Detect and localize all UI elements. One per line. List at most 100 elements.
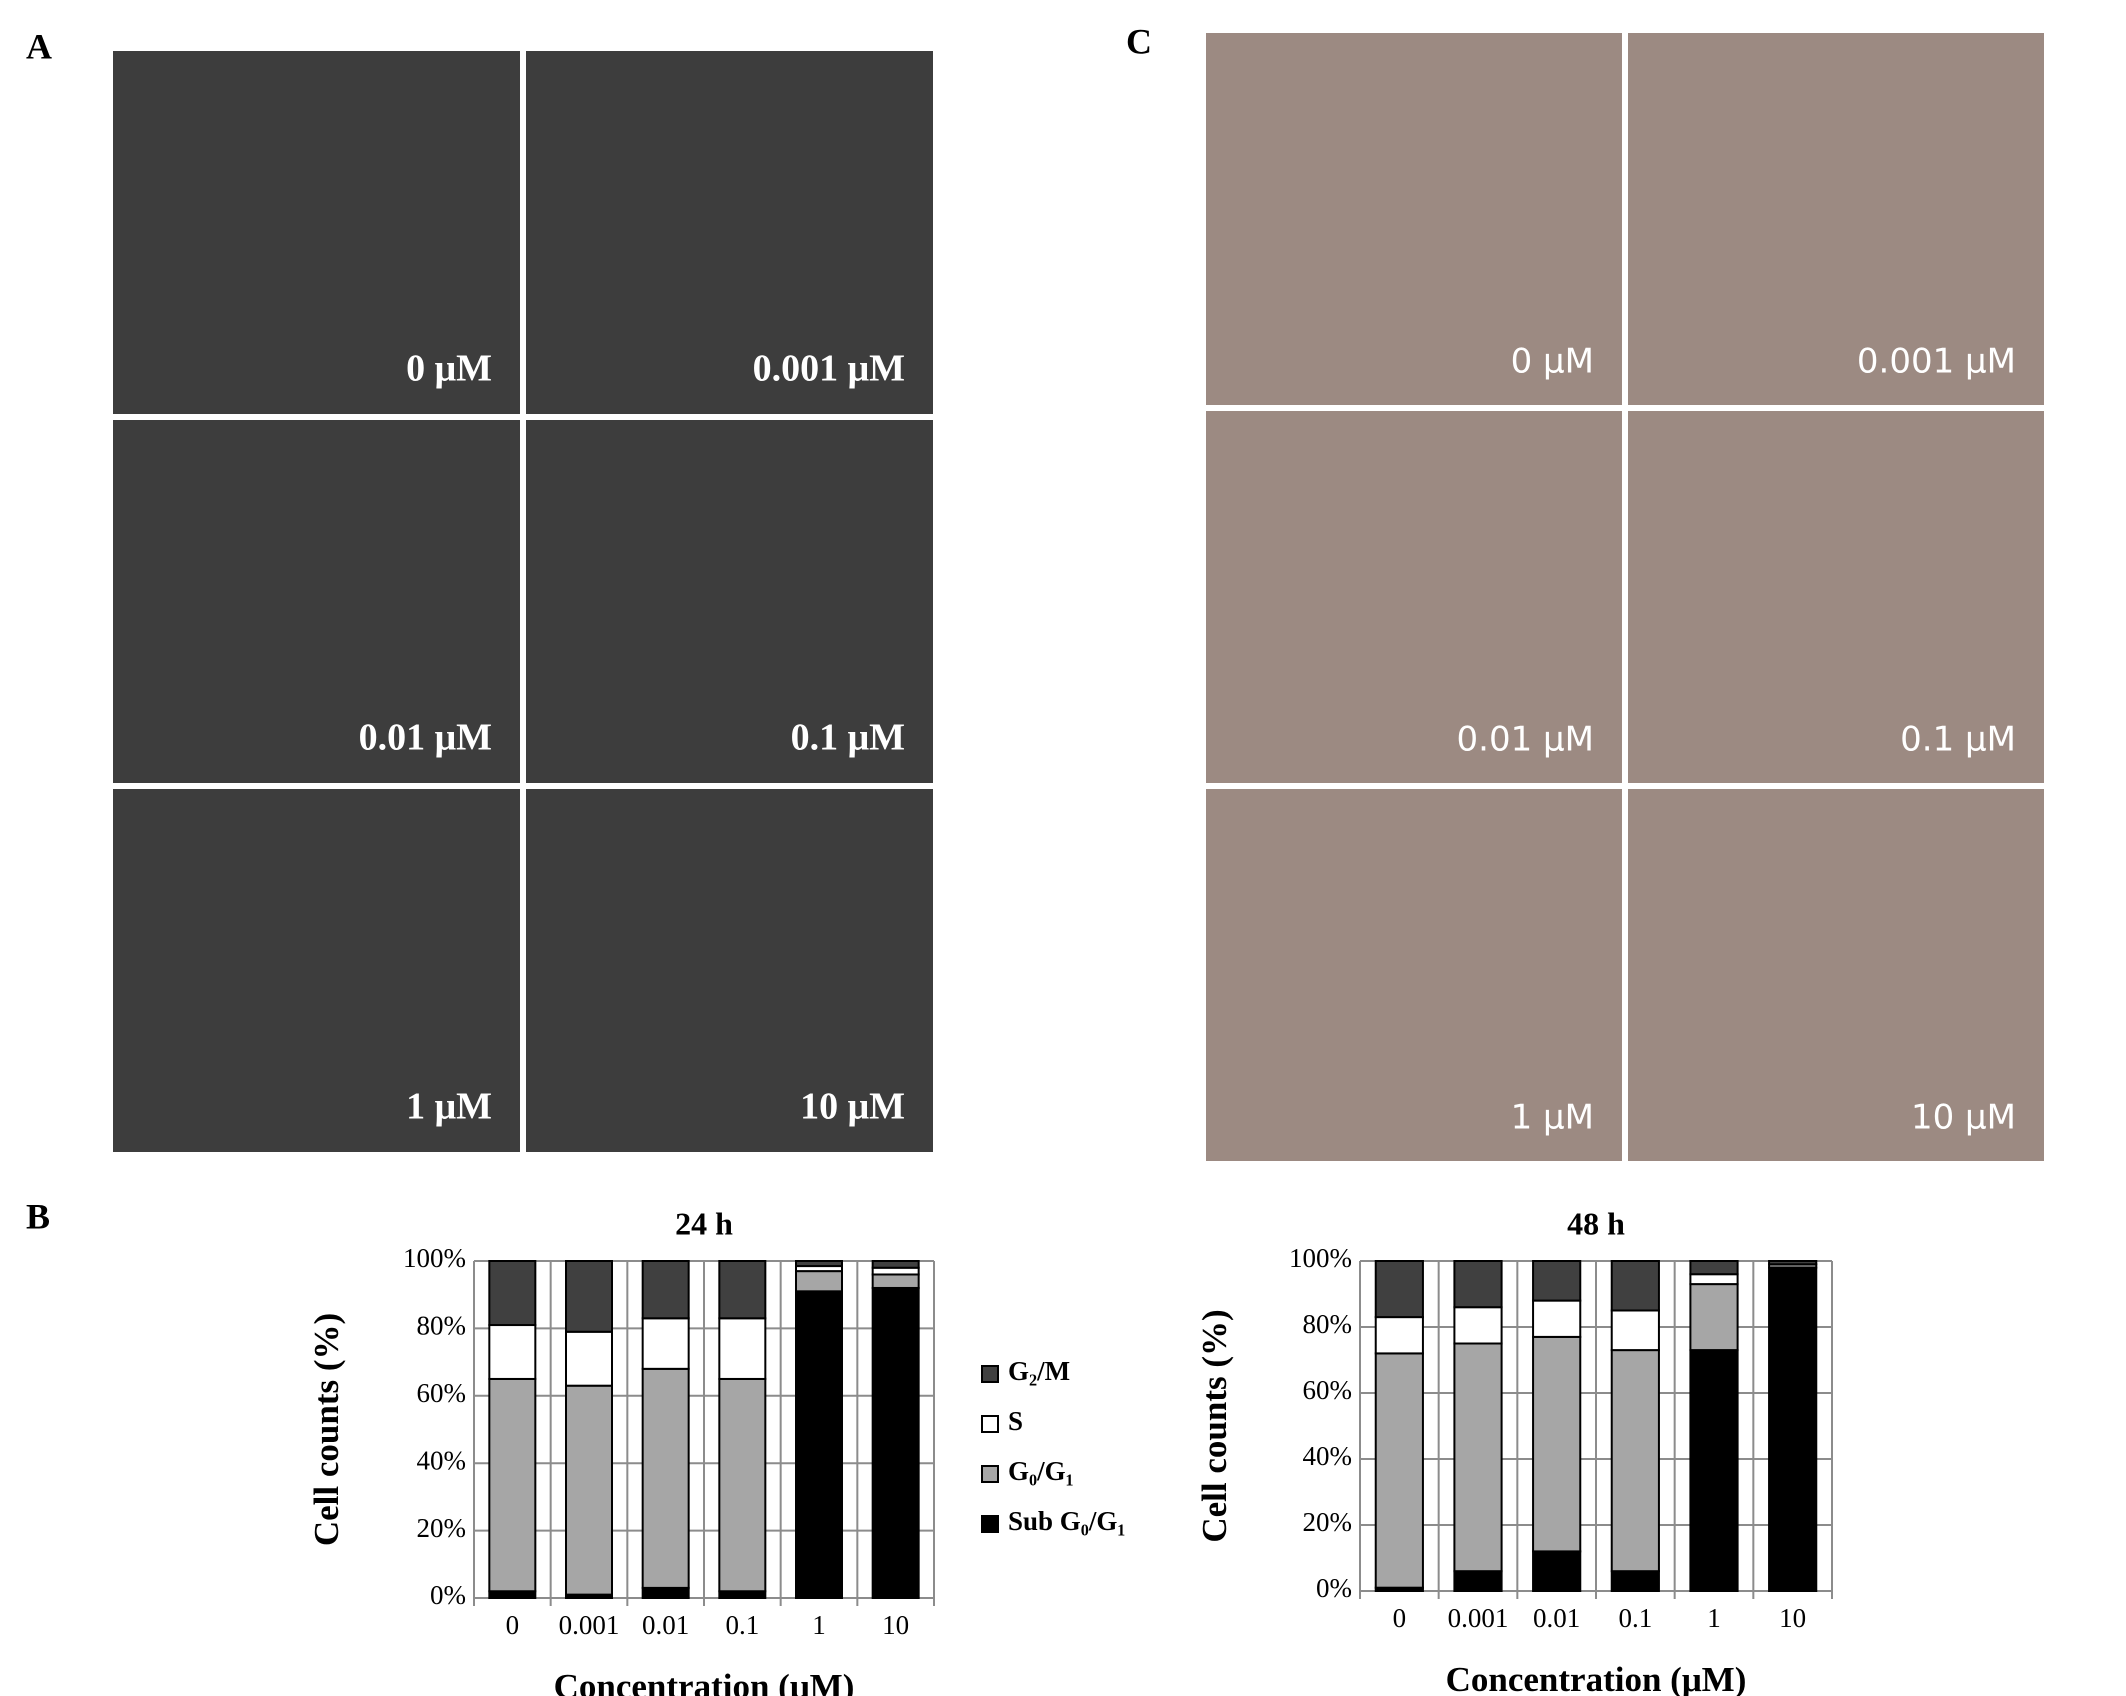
- bar-segment: [718, 1260, 767, 1320]
- bar-segment: [565, 1260, 613, 1333]
- x-tick-label: 0.1: [1618, 1603, 1652, 1633]
- bar-segment: [1453, 1570, 1503, 1592]
- micrograph: [113, 51, 520, 414]
- legend-label: G₀/G₁: [1008, 1456, 1074, 1486]
- x-tick-label: 1: [812, 1610, 826, 1640]
- bar-segment: [871, 1266, 920, 1276]
- bar-segment: [1374, 1260, 1424, 1319]
- micrograph-label: 0.01 μM: [1457, 720, 1594, 760]
- micrograph: [1628, 33, 2044, 405]
- bar-segment: [1610, 1570, 1660, 1592]
- bar-segment: [1532, 1260, 1582, 1302]
- x-tick-label: 0.1: [725, 1610, 759, 1640]
- bar-segment: [1689, 1260, 1739, 1276]
- panel-letter: A: [26, 26, 52, 66]
- bar-segment: [1532, 1299, 1582, 1338]
- micrograph: [1628, 789, 2044, 1161]
- y-tick-label: 0%: [1316, 1573, 1352, 1603]
- legend-swatch: [981, 1415, 999, 1433]
- micrograph: [1206, 411, 1622, 783]
- bar-segment: [488, 1324, 537, 1380]
- x-tick-label: 0.001: [1448, 1603, 1509, 1633]
- bar-segment: [1453, 1306, 1503, 1345]
- bar-segment: [718, 1377, 767, 1593]
- y-tick-label: 20%: [417, 1513, 467, 1543]
- bar-segment: [1689, 1283, 1739, 1352]
- bar-segment: [795, 1260, 843, 1268]
- micrograph-label: 1 μM: [1511, 1098, 1594, 1138]
- bar-segment: [641, 1586, 690, 1600]
- bar-segment: [871, 1260, 920, 1269]
- bar-segment: [795, 1290, 843, 1599]
- y-tick-label: 20%: [1303, 1507, 1353, 1537]
- bar-segment: [718, 1317, 767, 1380]
- micrograph: [1206, 33, 1622, 405]
- x-tick-label: 10: [882, 1610, 909, 1640]
- micrograph: [113, 789, 520, 1152]
- micrograph: [1628, 411, 2044, 783]
- micrograph-label: 0 μM: [1511, 342, 1594, 382]
- bar-segment: [565, 1330, 613, 1387]
- micrograph: [526, 789, 933, 1152]
- x-tick-label: 0: [506, 1610, 520, 1640]
- y-tick-label: 60%: [1303, 1375, 1353, 1405]
- x-tick-label: 10: [1779, 1603, 1806, 1633]
- y-tick-label: 80%: [1303, 1309, 1353, 1339]
- micrograph-label: 10 μM: [1911, 1098, 2016, 1138]
- x-tick-label: 0: [1393, 1603, 1407, 1633]
- x-axis-title: Concentration (μM): [1446, 1660, 1747, 1696]
- chart-title: 48 h: [1567, 1205, 1625, 1241]
- bar-segment: [1689, 1273, 1739, 1286]
- bar-segment: [488, 1590, 537, 1600]
- bar-segment: [1532, 1335, 1582, 1553]
- bar-segment: [871, 1286, 920, 1599]
- y-tick-label: 40%: [417, 1445, 467, 1475]
- x-tick-label: 0.001: [559, 1610, 620, 1640]
- bar-segment: [1453, 1260, 1503, 1309]
- panel-letter: C: [1126, 21, 1152, 61]
- y-axis-title: Cell counts (%): [307, 1313, 346, 1546]
- bar-segment: [1374, 1316, 1424, 1355]
- legend-label: S: [1008, 1406, 1023, 1436]
- legend-label: Sub G₀/G₁: [1008, 1506, 1126, 1536]
- bar-segment: [1610, 1309, 1660, 1352]
- bar-segment: [795, 1270, 843, 1293]
- bar-segment: [565, 1384, 613, 1596]
- x-axis-title: Concentration (μM): [554, 1667, 855, 1696]
- bar-segment: [1610, 1260, 1660, 1312]
- micrograph-label: 0.1 μM: [1900, 720, 2016, 760]
- y-tick-label: 100%: [403, 1243, 466, 1273]
- bar-segment: [1768, 1266, 1818, 1592]
- legend-swatch: [981, 1515, 999, 1533]
- bar-segment: [1374, 1352, 1424, 1589]
- micrograph: [1206, 789, 1622, 1161]
- bar-segment: [488, 1260, 537, 1327]
- bar-segment: [1453, 1342, 1503, 1573]
- x-tick-label: 1: [1707, 1603, 1721, 1633]
- micrograph-label: 0.001 μM: [753, 348, 905, 390]
- legend-swatch: [981, 1465, 999, 1483]
- micrograph-label: 10 μM: [800, 1086, 905, 1128]
- y-axis-title: Cell counts (%): [1195, 1309, 1234, 1542]
- x-tick-label: 0.01: [642, 1610, 689, 1640]
- legend-swatch: [981, 1365, 999, 1383]
- bar-segment: [641, 1260, 690, 1320]
- micrograph-label: 0 μM: [406, 348, 492, 390]
- panel-letter: B: [26, 1196, 50, 1236]
- micrograph-label: 0.01 μM: [359, 717, 492, 759]
- bar-segment: [871, 1273, 920, 1289]
- x-tick-label: 0.01: [1533, 1603, 1580, 1633]
- bar-segment: [641, 1367, 690, 1589]
- legend-label: G₂/M: [1008, 1356, 1070, 1386]
- micrograph: [113, 420, 520, 783]
- chart-title: 24 h: [675, 1205, 733, 1241]
- y-tick-label: 80%: [417, 1311, 467, 1341]
- y-tick-label: 60%: [417, 1378, 467, 1408]
- micrograph-label: 0.001 μM: [1857, 342, 2016, 382]
- bar-segment: [1532, 1550, 1582, 1593]
- y-tick-label: 40%: [1303, 1441, 1353, 1471]
- y-tick-label: 0%: [430, 1580, 466, 1610]
- bar-segment: [1610, 1349, 1660, 1573]
- bar-segment: [718, 1590, 767, 1600]
